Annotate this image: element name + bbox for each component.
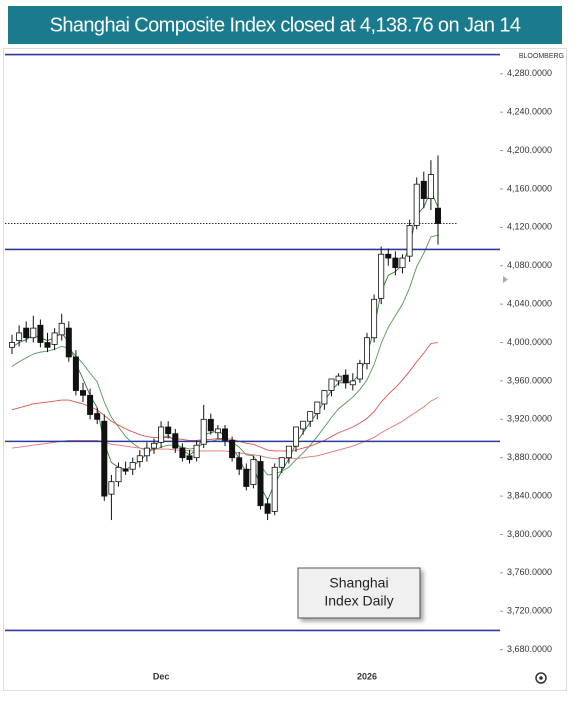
- candle-body: [87, 394, 94, 415]
- scroll-arrow: [503, 276, 508, 283]
- candle-body: [165, 426, 172, 435]
- candle-body: [16, 332, 23, 342]
- y-tick-label: 3,840.0000: [507, 490, 552, 500]
- candle-body: [342, 374, 349, 384]
- candle-body: [356, 363, 363, 380]
- candle-body: [122, 468, 129, 472]
- settings-icon: [535, 672, 547, 684]
- candle-body: [72, 356, 79, 391]
- y-tick-label: 3,920.0000: [507, 414, 552, 424]
- y-tick-label: 4,280.0000: [507, 68, 552, 78]
- candle-body: [278, 457, 285, 468]
- candle-body: [172, 433, 179, 449]
- candle-body: [285, 445, 292, 459]
- y-tick-label: 4,040.0000: [507, 299, 552, 309]
- candle-body: [371, 298, 378, 339]
- candle-body: [108, 481, 115, 495]
- y-tick-label: 3,960.0000: [507, 375, 552, 385]
- candle-body: [23, 327, 30, 339]
- candle-body: [307, 411, 314, 422]
- candle-body: [363, 337, 370, 365]
- candle-body: [115, 466, 122, 483]
- candle-body: [193, 444, 200, 459]
- candle-body: [101, 420, 108, 497]
- y-tick-label: 3,760.0000: [507, 567, 552, 577]
- candle-body: [221, 428, 228, 441]
- candle-body: [427, 174, 434, 199]
- candle-body: [321, 390, 328, 405]
- candle-body: [30, 327, 37, 339]
- candle-body: [150, 442, 157, 449]
- candle-body: [328, 378, 335, 391]
- candle-body: [385, 253, 392, 259]
- x-tick-label: 2026: [357, 671, 377, 681]
- candle-body: [214, 428, 221, 434]
- candle-body: [94, 413, 101, 420]
- candle-body: [65, 327, 72, 358]
- candle-body: [207, 418, 214, 432]
- moving-average: [11, 189, 439, 501]
- plot-frame: [3, 48, 567, 691]
- y-tick-label: 4,240.0000: [507, 107, 552, 117]
- candle-body: [300, 420, 307, 430]
- candle-body: [58, 322, 65, 336]
- candle-body: [80, 390, 87, 396]
- source: BLOOMBERG: [519, 53, 564, 60]
- y-tick-label: 3,800.0000: [507, 529, 552, 539]
- candle-body: [378, 253, 385, 299]
- candle-body: [186, 455, 193, 461]
- x-tick-label: Dec: [153, 671, 170, 681]
- candle-body: [243, 468, 250, 487]
- annotation-box: [297, 567, 421, 619]
- y-tick-label: 3,720.0000: [507, 606, 552, 616]
- candle-body: [158, 426, 165, 443]
- y-tick-label: 4,160.0000: [507, 183, 552, 193]
- moving-average: [11, 396, 439, 460]
- candle-body: [44, 342, 51, 348]
- candle-body: [413, 183, 420, 226]
- candle-body: [129, 462, 136, 470]
- candle-body: [143, 447, 150, 457]
- y-tick-label: 4,120.0000: [507, 222, 552, 232]
- title-banner: [8, 6, 562, 44]
- candle-body: [314, 401, 321, 414]
- candle-body: [179, 447, 186, 459]
- candle-body: [37, 324, 44, 343]
- candle-body: [236, 457, 243, 470]
- y-tick-label: 4,080.0000: [507, 260, 552, 270]
- y-tick-label: 4,000.0000: [507, 337, 552, 347]
- y-tick-label: 3,680.0000: [507, 644, 552, 654]
- candle-body: [257, 461, 264, 507]
- candle-body: [8, 342, 15, 348]
- candle-body: [434, 207, 441, 224]
- candle-body: [349, 380, 356, 386]
- candle-body: [292, 426, 299, 447]
- candle-body: [420, 180, 427, 199]
- candle-body: [271, 466, 278, 512]
- chart-title: Shanghai Composite Index closed at 4,138…: [50, 14, 521, 36]
- candle-body: [392, 257, 399, 269]
- y-tick-label: 3,880.0000: [507, 452, 552, 462]
- candle-body: [264, 503, 271, 514]
- annotation: Shanghai: [329, 575, 388, 591]
- candle-body: [406, 225, 413, 257]
- candle-body: [229, 440, 236, 459]
- candle-body: [51, 332, 58, 345]
- candle-body: [399, 257, 406, 269]
- annotation: Index Daily: [324, 593, 393, 609]
- candle-body: [200, 418, 207, 445]
- candle-body: [335, 375, 342, 382]
- y-tick-label: 4,200.0000: [507, 145, 552, 155]
- candle-body: [136, 455, 143, 462]
- candle-body: [250, 459, 257, 485]
